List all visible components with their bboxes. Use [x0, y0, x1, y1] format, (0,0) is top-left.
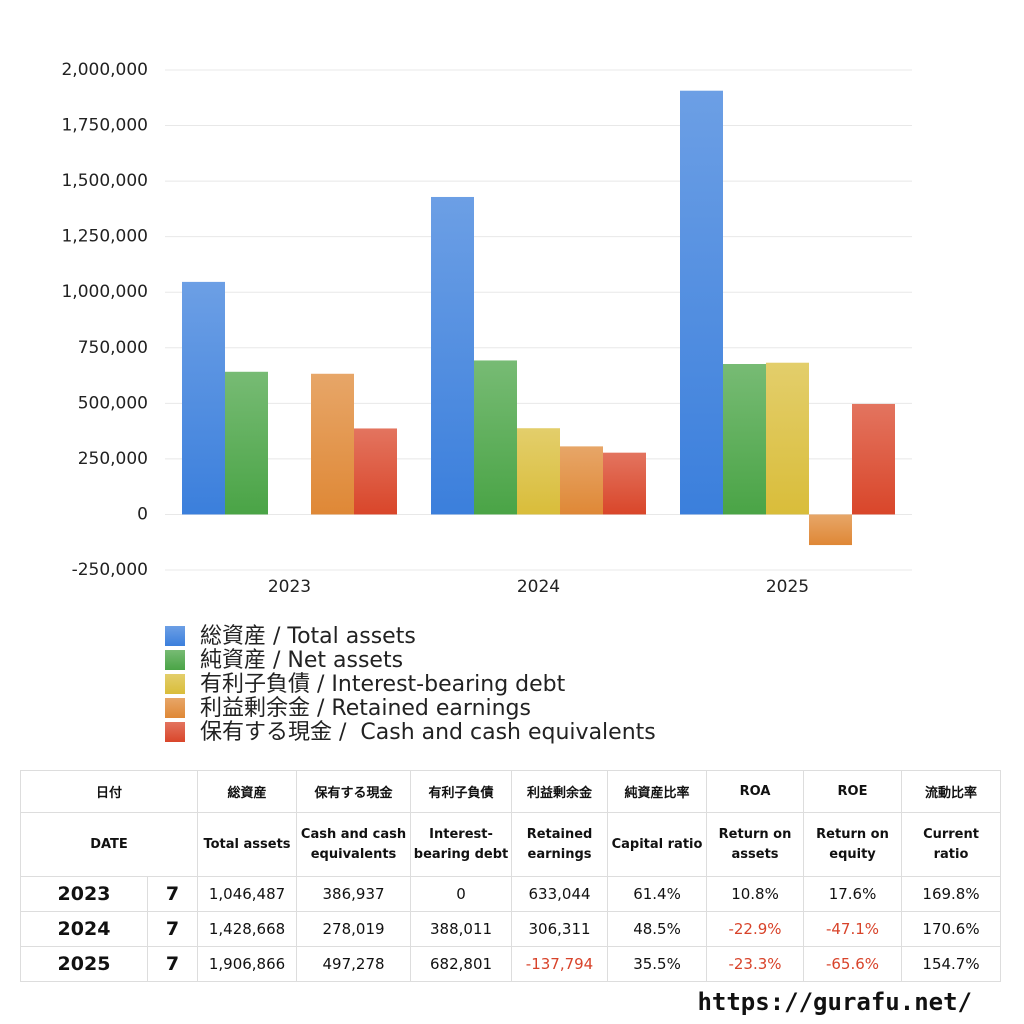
legend-swatch — [165, 674, 185, 694]
bar — [766, 362, 809, 515]
data-cell: 10.8% — [706, 876, 805, 912]
y-tick-label: -250,000 — [72, 560, 148, 580]
bar — [182, 281, 225, 515]
bar — [680, 90, 723, 515]
data-cell: 633,044 — [511, 876, 609, 912]
bar — [311, 373, 354, 515]
header-cell: Retained earnings — [511, 812, 609, 877]
header-cell: 利益剰余金 — [511, 770, 609, 813]
data-cell: -23.3% — [706, 946, 805, 982]
month-cell: 7 — [146, 876, 199, 912]
data-cell: -137,794 — [511, 946, 609, 982]
year-cell: 2024 — [20, 911, 148, 947]
header-cell: 日付 — [19, 770, 199, 813]
legend-swatch — [165, 698, 185, 718]
x-tick-label: 2024 — [517, 577, 560, 597]
data-cell: 17.6% — [803, 876, 903, 912]
y-tick-label: 1,250,000 — [61, 227, 148, 247]
header-cell: Return on equity — [803, 812, 903, 877]
header-cell: 流動比率 — [901, 770, 1002, 813]
data-cell: 61.4% — [607, 876, 708, 912]
x-tick-label: 2023 — [268, 577, 311, 597]
legend-swatch — [165, 722, 185, 742]
year-cell: 2025 — [20, 946, 148, 982]
header-cell: ROA — [706, 770, 805, 813]
header-cell: 総資産 — [197, 770, 298, 813]
footer-url: https://gurafu.net/ — [697, 988, 972, 1016]
year-cell: 2023 — [20, 876, 148, 912]
legend-swatch — [165, 626, 185, 646]
data-cell: 278,019 — [296, 911, 412, 947]
data-table: 日付 総資産 保有する現金 有利子負債 利益剰余金 純資産比率 ROA ROE 流動比率 DATE… — [19, 770, 1002, 982]
legend-label: 有利子負債 / Interest-bearing debt — [200, 672, 566, 697]
bar — [225, 371, 268, 515]
header-cell: DATE — [19, 812, 199, 877]
data-cell: 1,046,487 — [197, 876, 298, 912]
bar — [603, 452, 646, 515]
data-cell: 0 — [410, 876, 513, 912]
header-cell: 保有する現金 — [296, 770, 412, 813]
header-cell: Total assets — [197, 812, 298, 877]
header-cell: Current ratio — [901, 812, 1002, 877]
bar — [723, 364, 766, 515]
header-cell: ROE — [803, 770, 903, 813]
y-tick-label: 500,000 — [78, 393, 148, 413]
y-tick-label: 2,000,000 — [61, 60, 148, 80]
month-cell: 7 — [146, 946, 199, 982]
legend-swatch — [165, 650, 185, 670]
y-tick-label: 750,000 — [78, 338, 148, 358]
data-cell: 386,937 — [296, 876, 412, 912]
legend-label: 保有する現金 / Cash and cash equivalents — [200, 720, 656, 745]
legend-label: 総資産 / Total assets — [200, 624, 416, 649]
y-tick-label: 1,750,000 — [61, 116, 148, 136]
bar — [354, 428, 397, 515]
bar — [517, 428, 560, 515]
x-tick-label: 2025 — [766, 577, 809, 597]
header-row: DATE Total assets Cash and cash equivalent… — [19, 812, 1002, 877]
data-row: 2025 7 1,906,866 497,278 682,801 -137,794 35.5… — [20, 946, 1002, 982]
data-row: 2024 7 1,428,668 278,019 388,011 306,311 48.5%… — [20, 911, 1002, 947]
data-cell: 35.5% — [607, 946, 708, 982]
header-row: 日付 総資産 保有する現金 有利子負債 利益剰余金 純資産比率 ROA ROE 流動比率 — [19, 770, 1002, 813]
month-cell: 7 — [146, 911, 199, 947]
bar — [474, 360, 517, 515]
data-cell: 154.7% — [901, 946, 1002, 982]
y-tick-label: 1,000,000 — [61, 282, 148, 302]
data-cell: 170.6% — [901, 911, 1002, 947]
header-cell: Cash and cash equivalents — [296, 812, 412, 877]
y-tick-label: 250,000 — [78, 449, 148, 469]
bar — [560, 446, 603, 515]
legend-label: 純資産 / Net assets — [200, 648, 403, 673]
header-cell: 純資産比率 — [607, 770, 708, 813]
legend-label: 利益剰余金 / Retained earnings — [200, 696, 531, 721]
bar — [809, 514, 852, 546]
data-cell: 1,428,668 — [197, 911, 298, 947]
data-cell: -65.6% — [803, 946, 903, 982]
header-cell: Interest-bearing debt — [410, 812, 513, 877]
data-cell: 169.8% — [901, 876, 1002, 912]
bar — [852, 403, 895, 515]
data-cell: 306,311 — [511, 911, 609, 947]
data-cell: 1,906,866 — [197, 946, 298, 982]
y-tick-label: 1,500,000 — [61, 171, 148, 191]
data-cell: 682,801 — [410, 946, 513, 982]
data-cell: 497,278 — [296, 946, 412, 982]
data-cell: 48.5% — [607, 911, 708, 947]
bar — [431, 196, 474, 515]
data-cell: -47.1% — [803, 911, 903, 947]
header-cell: Capital ratio — [607, 812, 708, 877]
y-tick-label: 0 — [137, 504, 148, 524]
data-cell: -22.9% — [706, 911, 805, 947]
data-cell: 388,011 — [410, 911, 513, 947]
header-cell: 有利子負債 — [410, 770, 513, 813]
data-row: 2023 7 1,046,487 386,937 0 633,044 61.4% 10.8% 1… — [20, 876, 1002, 912]
chart: -250,000 0 250,000 500,000 750,000 1,000,000 1… — [61, 60, 912, 745]
header-cell: Return on assets — [706, 812, 805, 877]
